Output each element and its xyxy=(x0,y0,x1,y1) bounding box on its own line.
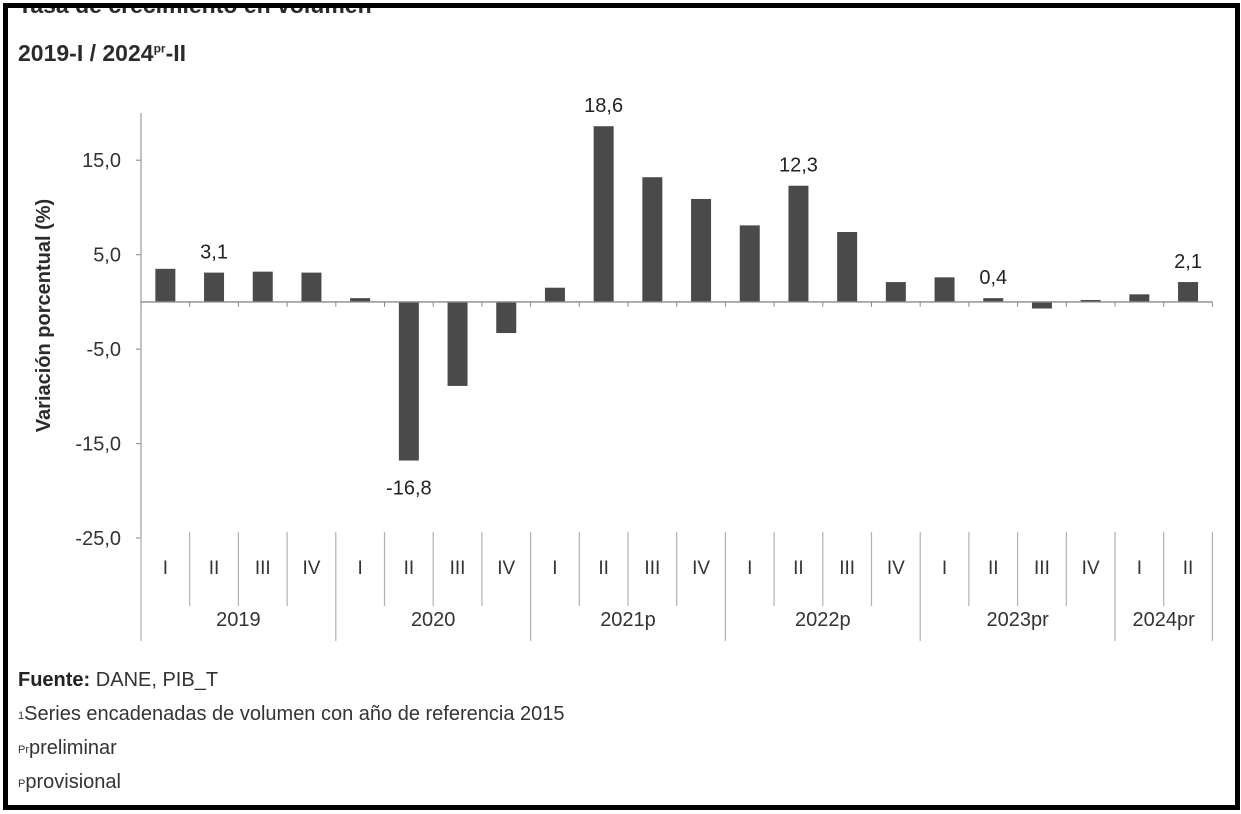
quarter-label: II xyxy=(1183,558,1194,579)
footnote-2-text: preliminar xyxy=(29,737,117,759)
subtitle-period-start: 2019-I / 2024 xyxy=(18,40,154,66)
chart-title: Tasa de crecimiento en volumen xyxy=(18,3,372,18)
y-tick-label: -25,0 xyxy=(75,528,121,550)
bar xyxy=(983,298,1004,302)
y-axis-title: Variación porcentual (%) xyxy=(33,199,55,432)
quarter-label: III xyxy=(644,558,660,579)
bar xyxy=(593,126,614,302)
chart-subtitle: 2019-I / 2024pr-II xyxy=(18,40,186,67)
quarter-label: IV xyxy=(302,558,320,579)
y-tick-label: -15,0 xyxy=(75,434,121,456)
bar xyxy=(301,272,322,302)
bar xyxy=(155,268,176,302)
quarter-label: I xyxy=(942,558,947,579)
data-label: 3,1 xyxy=(200,242,228,264)
quarter-label: I xyxy=(747,558,752,579)
quarter-label: III xyxy=(839,558,855,579)
bar xyxy=(885,282,906,302)
bar xyxy=(496,301,517,334)
footnote-3-text: provisional xyxy=(25,771,121,793)
quarter-label: IV xyxy=(1082,558,1100,579)
data-label: 0,4 xyxy=(979,267,1007,289)
year-label: 2019 xyxy=(216,609,261,631)
bar xyxy=(204,272,225,302)
bar xyxy=(252,271,273,302)
quarter-label: II xyxy=(209,558,220,579)
bar xyxy=(1178,282,1199,302)
quarter-label: III xyxy=(450,558,466,579)
bar xyxy=(691,198,712,302)
year-label: 2021p xyxy=(600,609,656,631)
year-label: 2020 xyxy=(411,609,456,631)
quarter-label: I xyxy=(163,558,168,579)
quarter-label: IV xyxy=(692,558,710,579)
bar xyxy=(447,301,468,386)
year-label: 2023pr xyxy=(986,609,1049,631)
subtitle-superscript: pr xyxy=(153,41,166,56)
y-tick-label: 5,0 xyxy=(93,245,121,267)
quarter-label: I xyxy=(358,558,363,579)
y-tick-label: -5,0 xyxy=(87,339,121,361)
bar xyxy=(1080,300,1101,302)
quarter-label: I xyxy=(552,558,557,579)
data-label: 12,3 xyxy=(779,155,818,177)
quarter-label: I xyxy=(1137,558,1142,579)
subtitle-period-end: -II xyxy=(165,40,187,66)
bar xyxy=(837,232,858,302)
year-label: 2024pr xyxy=(1133,609,1196,631)
source-note: Fuente: DANE, PIB_T xyxy=(18,663,565,697)
quarter-label: II xyxy=(988,558,999,579)
bar xyxy=(934,277,955,302)
footnotes: Fuente: DANE, PIB_T 1Series encadenadas … xyxy=(18,663,565,799)
footnote-3: Pprovisional xyxy=(18,765,565,799)
year-label: 2022p xyxy=(795,609,851,631)
footnote-2: Prpreliminar xyxy=(18,731,565,765)
quarter-label: II xyxy=(404,558,415,579)
footnote-1: 1Series encadenadas de volumen con año d… xyxy=(18,697,565,731)
source-text: DANE, PIB_T xyxy=(95,669,219,691)
quarter-label: III xyxy=(255,558,271,579)
bar-chart: 15,0 5,0 -5,0 -15,0 -25,0 Variación porcentua… xyxy=(33,95,1214,641)
footnote-1-mark: 1 xyxy=(18,710,25,722)
footnote-2-mark: Pr xyxy=(18,744,29,756)
bar xyxy=(788,185,809,302)
bar xyxy=(350,298,371,302)
quarter-label: II xyxy=(793,558,804,579)
bar xyxy=(1031,301,1052,309)
bar xyxy=(398,301,419,461)
footnote-1-text: Series encadenadas de volumen con año de… xyxy=(24,703,565,725)
bar xyxy=(544,287,565,302)
data-label: 18,6 xyxy=(584,95,623,117)
bar xyxy=(1129,294,1150,302)
quarter-label: III xyxy=(1034,558,1050,579)
bar xyxy=(642,177,663,302)
footnote-3-mark: P xyxy=(18,778,26,790)
bar xyxy=(739,225,760,302)
data-label: 2,1 xyxy=(1174,251,1202,273)
quarter-label: IV xyxy=(887,558,905,579)
y-tick-label: 15,0 xyxy=(82,150,121,172)
quarter-label: IV xyxy=(497,558,515,579)
source-label: Fuente: xyxy=(18,669,91,691)
chart-frame: Tasa de crecimiento en volumen 2019-I / … xyxy=(3,3,1240,810)
data-label: -16,8 xyxy=(386,478,432,500)
quarter-label: II xyxy=(598,558,609,579)
